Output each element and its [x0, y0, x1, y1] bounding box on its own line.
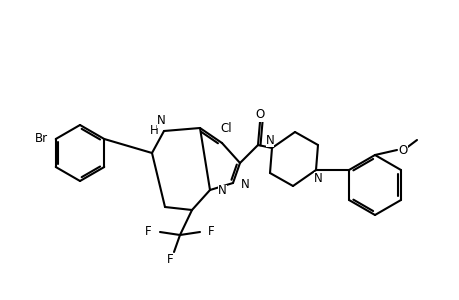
Text: F: F: [145, 226, 151, 238]
Text: N: N: [156, 115, 165, 128]
Text: Br: Br: [34, 133, 48, 146]
Text: O: O: [397, 143, 407, 157]
Text: N: N: [218, 184, 226, 197]
Text: N: N: [313, 172, 322, 184]
Text: F: F: [207, 226, 214, 238]
Text: N: N: [241, 178, 249, 190]
Text: F: F: [166, 254, 173, 266]
Text: H: H: [149, 124, 158, 136]
Text: Cl: Cl: [220, 122, 231, 136]
Text: N: N: [265, 134, 274, 146]
Text: O: O: [255, 109, 264, 122]
